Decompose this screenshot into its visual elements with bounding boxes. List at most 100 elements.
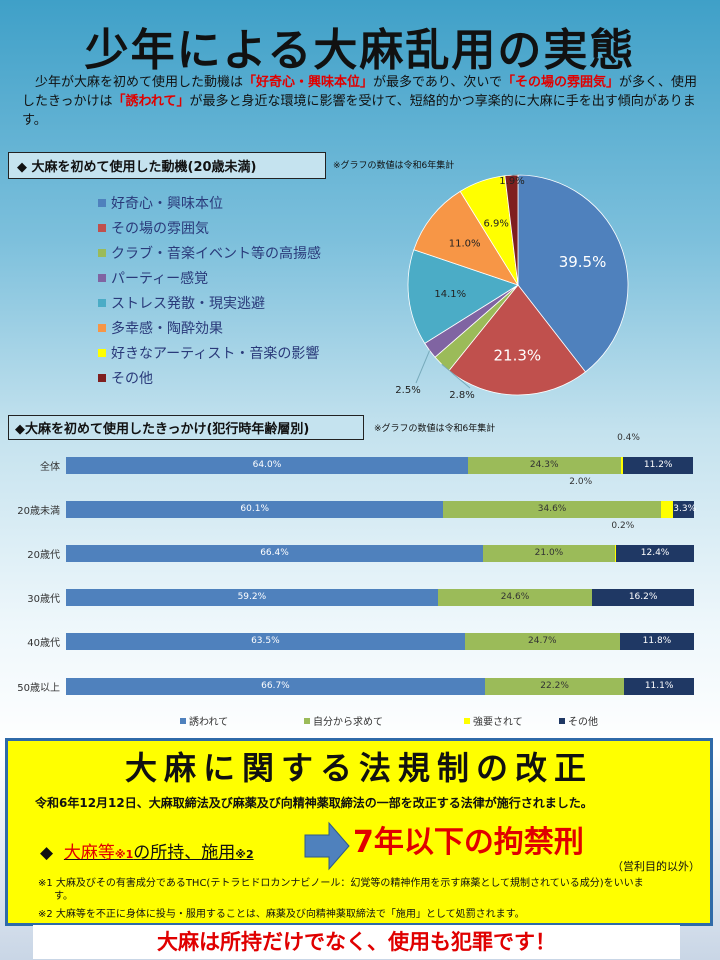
bar-segment xyxy=(620,456,624,474)
legend-swatch xyxy=(98,248,106,257)
bar-segment: 66.7% xyxy=(66,677,485,695)
pie-legend: 好奇心・興味本位 その場の雰囲気クラブ・音楽イベント等の高揚感パーティー感覚ストレ… xyxy=(98,190,321,390)
pie-data-label: 14.1% xyxy=(434,289,466,300)
legend-swatch xyxy=(180,717,186,724)
legend-label: 多幸感・陶酔効果 xyxy=(111,320,223,337)
legend-item: その他 xyxy=(559,713,639,728)
leader-line xyxy=(415,350,431,384)
bar-segment: 66.4% xyxy=(66,544,483,562)
legend-swatch xyxy=(304,717,310,724)
diamond-icon: ◆ xyxy=(40,843,54,863)
intro-part: が最多と身近な環境に影響を受けて、短絡的かつ享楽的に大麻に手を出す傾向があります… xyxy=(22,94,696,128)
footnote-1: ※1 大麻及びその有害成分であるTHC(テトラヒドロカンナビノール：幻覚等の精神… xyxy=(38,878,644,902)
bar-segment: 24.3% xyxy=(467,456,621,474)
pie-slice xyxy=(413,190,519,286)
bar-segment: 3.3% xyxy=(673,500,696,518)
legend-swatch xyxy=(98,223,106,232)
legend-label: 強要されて xyxy=(473,717,523,728)
arrow-right-icon xyxy=(304,821,350,871)
warning-banner: 大麻は所持だけでなく、使用も犯罪です！ xyxy=(33,925,680,959)
bar-legend: 誘われて 自分から求めて 強要されて その他 xyxy=(180,713,639,728)
section1-note: ※グラフの数値は令和6年集計 xyxy=(333,161,455,171)
bar-data-label: 2.0% xyxy=(569,477,593,487)
category-label: 全体 xyxy=(40,462,60,473)
pie-slice xyxy=(448,284,586,396)
page-title: 少年による大麻乱用の実態 xyxy=(84,25,636,76)
intro-highlight: 「好奇心・興味本位」 xyxy=(243,75,374,90)
leader-line xyxy=(511,173,521,176)
bar-data-label: 0.2% xyxy=(611,521,635,531)
law-item-b: の所持、施用 xyxy=(133,843,236,863)
category-label: 30歳代 xyxy=(27,594,60,605)
legend-item: 多幸感・陶酔効果 xyxy=(98,315,321,340)
legend-label: クラブ・音楽イベント等の高揚感 xyxy=(111,245,321,262)
law-item: ◆ 大麻等※1の所持、施用※2 xyxy=(40,838,254,863)
bar-segment: 11.8% xyxy=(619,632,694,650)
category-label: 20歳未満 xyxy=(17,506,60,517)
pie-data-label: 11.0% xyxy=(449,239,481,250)
bar-segment: 11.2% xyxy=(623,456,694,474)
leader-line xyxy=(441,363,471,389)
bar-segment: 16.2% xyxy=(592,588,694,606)
pie-data-label: 21.3% xyxy=(493,346,541,364)
legend-swatch xyxy=(98,348,106,357)
penalty-note: （営利目的以外） xyxy=(612,860,700,873)
intro-text: 少年が大麻を初めて使用した動機は「好奇心・興味本位」が最多であり、次いで「その場… xyxy=(22,73,702,130)
legend-label: その他 xyxy=(111,370,153,387)
category-label: 20歳代 xyxy=(27,550,60,561)
pie-data-label: 6.9% xyxy=(484,219,509,230)
law-enacted: 令和6年12月12日、大麻取締法及び麻薬及び向精神薬取締法の一部を改正する法律が… xyxy=(35,796,593,810)
legend-item: ストレス発散・現実逃避 xyxy=(98,290,321,315)
law-note-ref: ※2 xyxy=(235,848,254,861)
legend-label: ストレス発散・現実逃避 xyxy=(111,295,265,312)
legend-label: 誘われて xyxy=(189,717,229,728)
section2-note: ※グラフの数値は令和6年集計 xyxy=(374,424,496,434)
legend-label: その場の雰囲気 xyxy=(111,220,209,237)
legend-item: 誘われて xyxy=(180,713,304,728)
law-box: 大麻に関する法規制の改正 令和6年12月12日、大麻取締法及び麻薬及び向精神薬取… xyxy=(5,738,713,926)
legend-swatch xyxy=(559,717,565,724)
pie-data-label: 2.5% xyxy=(395,385,420,396)
legend-item: クラブ・音楽イベント等の高揚感 xyxy=(98,240,321,265)
bar-segment: 21.0% xyxy=(482,544,615,562)
legend-label: 好奇心・興味本位 xyxy=(111,195,223,212)
bar-segment: 64.0% xyxy=(66,456,468,474)
pie-slice xyxy=(407,249,519,344)
pie-data-label: 2.8% xyxy=(449,390,474,401)
bar-segment: 24.7% xyxy=(464,632,620,650)
bar-segment: 12.4% xyxy=(616,544,694,562)
bar-segment: 59.2% xyxy=(66,588,438,606)
legend-item: その他 xyxy=(98,365,321,390)
legend-swatch xyxy=(98,273,106,282)
bar-segment: 24.6% xyxy=(437,588,593,606)
footnote-2: ※2 大麻等を不正に身体に投与・服用することは、麻薬及び向精神薬取締法で「施用」… xyxy=(38,909,525,920)
law-note-ref: ※1 xyxy=(114,848,134,861)
legend-item: その場の雰囲気 xyxy=(98,215,321,240)
law-item-a: 大麻等 xyxy=(63,843,115,863)
legend-item: 好奇心・興味本位 xyxy=(98,190,321,215)
legend-label: 好きなアーティスト・音楽の影響 xyxy=(111,345,320,362)
bar-segment: 63.5% xyxy=(66,632,465,650)
pie-chart: 39.5% 21.3% 2.8% 2.5% 14.1% 11.0%6.9% 1.9% xyxy=(395,173,629,401)
bar-segment: 22.2% xyxy=(484,677,625,695)
legend-swatch xyxy=(98,198,106,207)
legend-item: 強要されて xyxy=(464,713,559,728)
legend-label: その他 xyxy=(568,717,598,728)
law-title: 大麻に関する法規制の改正 xyxy=(124,749,593,787)
bar-segment: 11.1% xyxy=(624,677,694,695)
bar-segment xyxy=(660,500,674,518)
intro-part: 少年が大麻を初めて使用した動機は xyxy=(22,75,244,90)
category-label: 40歳代 xyxy=(27,638,60,649)
bar-data-label: 0.4% xyxy=(617,433,640,443)
legend-swatch xyxy=(98,323,106,332)
legend-item: 自分から求めて xyxy=(304,713,464,728)
category-label: 50歳以上 xyxy=(17,683,60,694)
pie-slice xyxy=(504,174,519,286)
legend-item: 好きなアーティスト・音楽の影響 xyxy=(98,340,321,365)
bar-segment: 60.1% xyxy=(66,500,444,518)
legend-item: パーティー感覚 xyxy=(98,265,321,290)
bar-segment xyxy=(614,544,617,562)
penalty: 7年以下の拘禁刑 xyxy=(353,825,584,860)
pie-data-label: 39.5% xyxy=(559,253,607,271)
section2-heading: ◆大麻を初めて使用したきっかけ(犯行時年齢層別) xyxy=(8,415,364,440)
